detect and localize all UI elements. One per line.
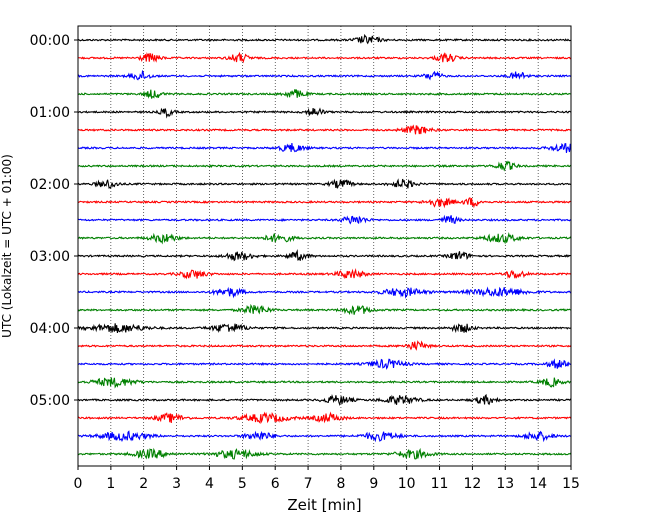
y-tick-label-4: 04:00: [30, 321, 70, 337]
trace-0000: [77, 33, 572, 45]
x-tick-label-10: 10: [398, 476, 416, 492]
trace-0300: [77, 249, 572, 262]
trace-0330: [77, 286, 572, 299]
trace-0200: [77, 178, 572, 190]
y-axis-label: UTC (Lokalzeit = UTC + 01:00): [0, 154, 14, 338]
trace-0215: [77, 197, 572, 209]
trace-0500: [77, 393, 572, 406]
x-tick-label-2: 2: [139, 476, 148, 492]
x-axis: 0 1 2 3 4 5 6 7 8 9 10 11 12 13 14 15: [74, 466, 580, 492]
y-tick-label-1: 01:00: [30, 105, 70, 121]
x-tick-label-11: 11: [431, 476, 449, 492]
trace-0345: [77, 303, 572, 316]
x-tick-label-15: 15: [562, 476, 580, 492]
x-tick-label-0: 0: [74, 476, 83, 492]
trace-0545: [77, 447, 572, 460]
y-tick-label-0: 00:00: [30, 33, 70, 49]
trace-0115: [77, 124, 572, 135]
trace-0315: [77, 268, 572, 280]
trace-0030: [77, 69, 572, 81]
y-tick-label-5: 05:00: [30, 393, 70, 409]
trace-0230: [77, 214, 572, 225]
trace-0430: [77, 358, 572, 370]
trace-0100: [77, 107, 572, 119]
x-tick-label-7: 7: [304, 476, 313, 492]
trace-0530: [77, 430, 572, 443]
y-tick-label-3: 03:00: [30, 249, 70, 265]
trace-0130: [77, 142, 572, 153]
trace-group: [77, 33, 572, 460]
trace-0415: [77, 340, 572, 351]
x-tick-label-4: 4: [205, 476, 214, 492]
x-tick-label-8: 8: [336, 476, 345, 492]
x-tick-label-9: 9: [369, 476, 378, 492]
x-tick-label-3: 3: [172, 476, 181, 492]
x-tick-label-6: 6: [271, 476, 280, 492]
x-tick-label-12: 12: [463, 476, 481, 492]
trace-0015: [77, 51, 572, 64]
x-tick-label-13: 13: [496, 476, 514, 492]
x-tick-label-14: 14: [529, 476, 547, 492]
x-tick-label-5: 5: [238, 476, 247, 492]
y-tick-label-2: 02:00: [30, 177, 70, 193]
x-axis-label: Zeit [min]: [287, 496, 361, 514]
trace-0400: [77, 323, 572, 334]
vertical-gridlines: [110, 26, 539, 466]
trace-0045: [77, 89, 572, 99]
y-axis: 00:00 01:00 02:00 03:00 04:00 05:00: [30, 33, 78, 409]
trace-0245: [77, 232, 572, 245]
trace-0145: [77, 160, 572, 172]
trace-0515: [77, 411, 572, 424]
trace-0445: [77, 377, 572, 389]
x-tick-label-1: 1: [106, 476, 115, 492]
plot-frame: [77, 25, 572, 467]
